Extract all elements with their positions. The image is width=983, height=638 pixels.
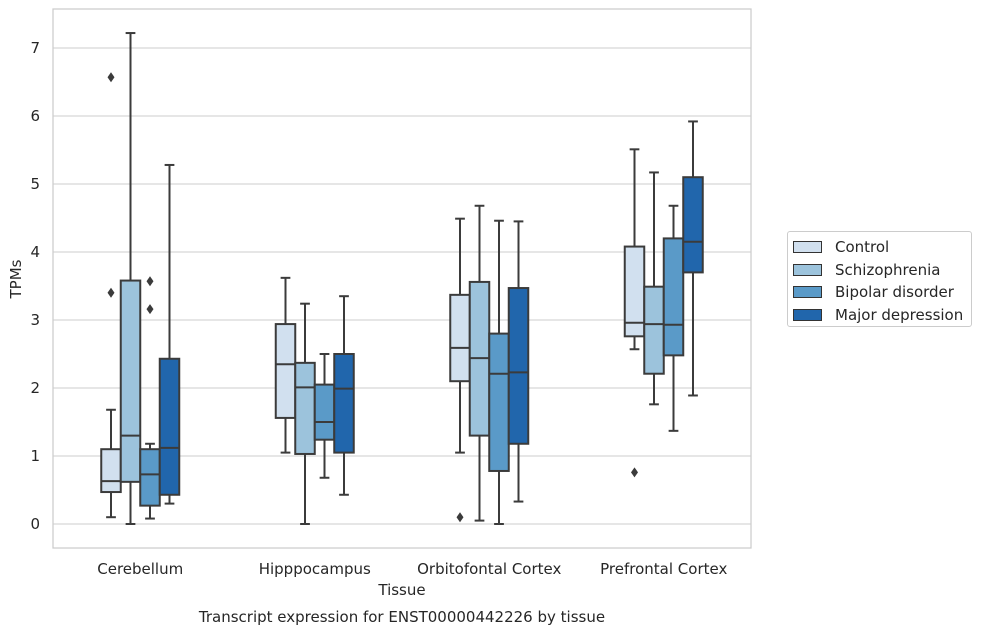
outlier-point <box>146 304 154 315</box>
outlier-point <box>107 287 115 298</box>
box-1-2 <box>468 204 491 522</box>
outlier-point <box>107 72 115 83</box>
box-series <box>100 32 704 525</box>
y-tick-label: 2 <box>30 379 40 397</box>
box-iqr <box>119 279 142 483</box>
y-tick-label: 3 <box>30 311 40 329</box>
box-iqr <box>274 323 297 419</box>
box-0-3 <box>623 148 646 478</box>
box-3-2 <box>507 220 530 503</box>
box-iqr <box>643 285 665 375</box>
plot-area-frame <box>52 8 752 549</box>
box-iqr <box>488 332 510 472</box>
legend-label: Bipolar disorder <box>835 283 954 302</box>
y-tick-label: 0 <box>30 515 40 533</box>
legend-swatch-control <box>793 241 822 254</box>
x-tick-label: Cerebellum <box>97 560 183 578</box>
legend-item-control: Control <box>793 236 971 259</box>
outlier-point <box>456 512 464 523</box>
legend-swatch-major-depression <box>793 308 822 321</box>
legend-item-bipolar-disorder: Bipolar disorder <box>793 281 971 304</box>
box-iqr <box>294 361 316 455</box>
y-tick-label: 7 <box>30 39 40 57</box>
x-tick-label: Prefrontal Cortex <box>600 560 727 578</box>
y-tick-label: 5 <box>30 175 40 193</box>
y-axis-label: TPMs <box>7 259 25 299</box>
outlier-point <box>631 467 638 478</box>
box-3-1 <box>333 295 355 496</box>
box-3-0 <box>158 163 181 505</box>
x-tick-labels: Cerebellum Hipppocampus Orbitofontal Corte… <box>97 560 727 578</box>
box-iqr <box>662 237 685 357</box>
box-0-1 <box>274 276 297 454</box>
chart-title: Transcript expression for ENST0000044222… <box>198 608 605 626</box>
legend-swatch-schizophrenia <box>793 263 822 276</box>
box-2-3 <box>662 204 685 432</box>
legend-label: Schizophrenia <box>835 260 941 279</box>
outlier-point <box>146 276 154 287</box>
box-2-1 <box>313 353 336 479</box>
box-iqr <box>100 448 122 494</box>
legend-swatch-bipolar-disorder <box>793 286 822 299</box>
box-iqr <box>682 176 704 274</box>
legend-label: Major depression <box>835 305 964 324</box>
y-tick-label: 6 <box>30 107 40 125</box>
legend-item-major-depression: Major depression <box>793 304 971 327</box>
box-0-2 <box>449 217 471 523</box>
box-2-0 <box>139 276 161 520</box>
box-iqr <box>139 448 161 507</box>
box-3-3 <box>682 120 704 397</box>
box-1-0 <box>119 32 142 525</box>
x-tick-label: Orbitofontal Cortex <box>417 560 561 578</box>
y-tick-label: 1 <box>30 447 40 465</box>
legend-label: Control <box>835 238 890 257</box>
x-tick-label: Hipppocampus <box>259 560 371 578</box>
box-iqr <box>158 357 181 496</box>
box-iqr <box>333 353 355 454</box>
box-1-3 <box>643 171 665 406</box>
box-0-0 <box>100 72 122 519</box>
box-1-1 <box>294 302 316 525</box>
y-tick-label: 4 <box>30 243 40 261</box>
y-tick-labels: 0 1 2 3 4 5 6 7 <box>30 39 40 533</box>
box-iqr <box>449 293 471 383</box>
chart-legend: Control Schizophrenia Bipolar disorder M… <box>787 231 972 327</box>
x-axis-label: Tissue <box>377 581 425 599</box>
legend-item-schizophrenia: Schizophrenia <box>793 259 971 282</box>
box-iqr <box>507 287 530 445</box>
box-iqr <box>313 383 336 441</box>
box-2-2 <box>488 219 510 525</box>
